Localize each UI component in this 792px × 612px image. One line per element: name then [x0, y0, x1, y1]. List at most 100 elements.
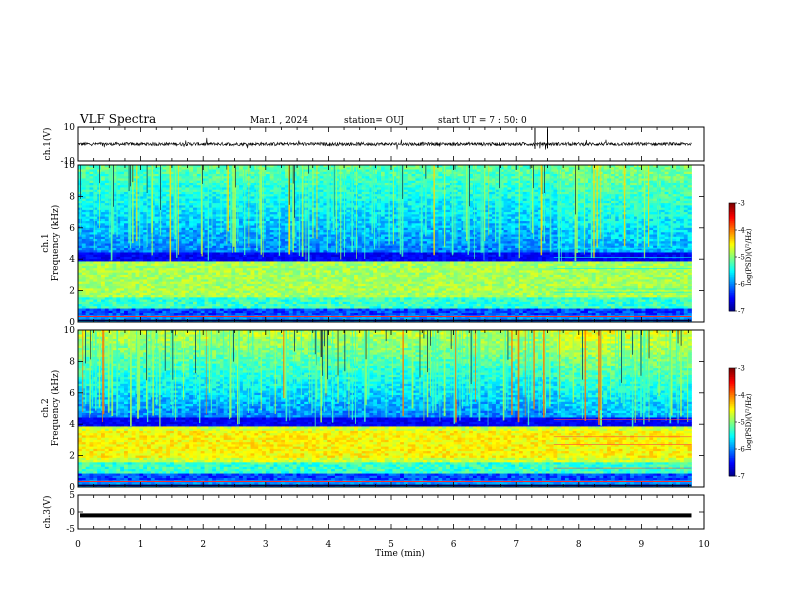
ch1-spectrogram-cell: [304, 304, 309, 307]
ch1-spectrogram-cell: [154, 241, 159, 244]
ch1-spectrogram-cell: [219, 295, 225, 298]
ch1-spectrogram-cell: [154, 225, 159, 229]
ch1-spectrogram-cell: [104, 247, 110, 251]
ch1-spectrogram-cell: [216, 252, 221, 256]
ch1-spectrogram-cell: [239, 221, 244, 224]
ch1-spectrogram-cell: [212, 313, 217, 316]
ch1-spectrogram-cell: [93, 189, 98, 193]
ch1-spectrogram-cell: [208, 185, 213, 188]
ch1-spectrogram-cell: [78, 274, 83, 278]
ch1-spectrogram-cell: [112, 292, 117, 296]
ch1-spectrogram-cell: [101, 214, 106, 217]
ch1-spectrogram-cell: [127, 304, 133, 307]
ch1-spectrogram-cell: [338, 290, 343, 294]
ch1-spectrogram-cell: [227, 221, 232, 224]
ch1-spectrogram-cell: [204, 196, 209, 200]
ch1-spectrogram-cell: [323, 283, 328, 287]
ch1-spectrogram-cell: [147, 268, 152, 271]
ch1-spectrogram-cell: [254, 292, 259, 296]
ch1-spectrogram-cell: [319, 270, 324, 274]
ch1-spectrogram-cell: [120, 225, 125, 229]
ch1-spectrogram-cell: [193, 310, 198, 314]
ch1-spectrogram-cell: [158, 290, 163, 294]
ch1-spectrogram-cell: [219, 171, 225, 175]
ch1-spectrogram-cell: [250, 189, 255, 193]
ch1-spectrogram-cell: [101, 308, 106, 312]
ch1-spectrogram-cell: [89, 171, 94, 175]
ch1-spectrogram-cell: [327, 281, 332, 285]
ch1-spectrogram-cell: [170, 180, 175, 184]
ch1-spectrogram-cell: [258, 310, 263, 314]
ch1-spectrogram-cell: [154, 308, 159, 312]
ch1-spectrogram-cell: [331, 252, 336, 256]
ch1-spectrogram-cell: [143, 169, 148, 173]
ch1-spectrogram-cell: [104, 272, 110, 276]
ch1-spectrogram-cell: [196, 301, 202, 305]
ch1-spectrogram-cell: [139, 313, 144, 316]
ch1-spectrogram-cell: [319, 274, 324, 278]
ch1-spectrogram-cell: [89, 200, 94, 204]
ch1-spectrogram-cell: [97, 230, 102, 233]
ch1-spectrogram-cell: [158, 256, 163, 260]
ch1-spectrogram-cell: [193, 230, 198, 233]
ch1-spectrogram-cell: [208, 292, 213, 296]
ch1-spectrogram-cell: [311, 236, 317, 240]
ch1-spectrogram-cell: [193, 308, 198, 312]
ch1-spectrogram-cell: [196, 281, 202, 285]
ch1-spectrogram-cell: [150, 304, 156, 307]
ch1-spectrogram-cell: [308, 232, 313, 235]
ch1-spectrogram-cell: [208, 178, 213, 182]
ch1-spectrogram-cell: [177, 295, 182, 298]
ch1-spectrogram-cell: [143, 281, 148, 285]
ch1-spectrogram-cell: [85, 245, 90, 249]
ch1-spectrogram-cell: [116, 283, 121, 287]
ch1-spectrogram-cell: [181, 265, 186, 269]
ch1-spectrogram-cell: [189, 171, 194, 175]
ch1-spectrogram-cell: [193, 263, 198, 267]
ch1-spectrogram-cell: [315, 225, 320, 229]
ch1-spectrogram-cell: [162, 216, 167, 220]
ch1-spectrogram-cell: [311, 299, 317, 303]
ch1-spectrogram-cell: [166, 189, 171, 193]
ch1-spectrogram-cell: [101, 180, 106, 184]
ch1-spectrogram-cell: [235, 200, 240, 204]
ch1-spectrogram-cell: [285, 247, 290, 251]
ch1-spectrogram-cell: [93, 265, 98, 269]
ch1-spectrogram-cell: [177, 297, 182, 300]
ch1-spectrogram-cell: [181, 277, 186, 280]
ch1-spectrogram-cell: [308, 214, 313, 217]
ch1-spectrogram-cell: [219, 272, 225, 276]
ch1-spectrogram-cell: [216, 180, 221, 184]
ch1-spectrogram-cell: [250, 317, 255, 321]
ch1-spectrogram-cell: [177, 254, 182, 258]
ch1-spectrogram-cell: [315, 180, 320, 184]
ch1-spectrogram-cell: [331, 313, 336, 316]
ch1-spectrogram-cell: [78, 281, 83, 285]
ch1-spectrogram-cell: [147, 241, 152, 244]
ch1-spectrogram-cell: [200, 261, 205, 265]
ch1-spectrogram-cell: [131, 236, 136, 240]
ch1-spectrogram-cell: [78, 167, 83, 170]
ch1-spectrogram-cell: [327, 277, 332, 280]
ch1-spectrogram-cell: [204, 239, 209, 242]
ch1-spectrogram-cell: [204, 207, 209, 211]
ch1-spectrogram-cell: [177, 225, 182, 229]
ch1-spectrogram-cell: [85, 286, 90, 289]
ch1-spectrogram-cell: [216, 241, 221, 244]
ch1-spectrogram-cell: [139, 301, 144, 305]
ch1-spectrogram-cell: [162, 317, 167, 321]
ch1-spectrogram-cell: [196, 268, 202, 271]
ch1-spectrogram-cell: [154, 212, 159, 215]
ch1-spectrogram-cell: [323, 245, 328, 249]
ch1-spectrogram-cell: [242, 306, 248, 309]
ch1-spectrogram-cell: [208, 310, 213, 314]
ch1-spectrogram-cell: [235, 232, 240, 235]
ch1-spectrogram-cell: [216, 167, 221, 170]
ch1-spectrogram-cell: [131, 254, 136, 258]
ch1-spectrogram-cell: [227, 288, 232, 291]
ch1-spectrogram-cell: [262, 187, 267, 191]
ch1-spectrogram-cell: [166, 232, 171, 235]
ch1-spectrogram-cell: [212, 191, 217, 195]
ch1-spectrogram-cell: [258, 277, 263, 280]
ch1-spectrogram-cell: [296, 245, 301, 249]
